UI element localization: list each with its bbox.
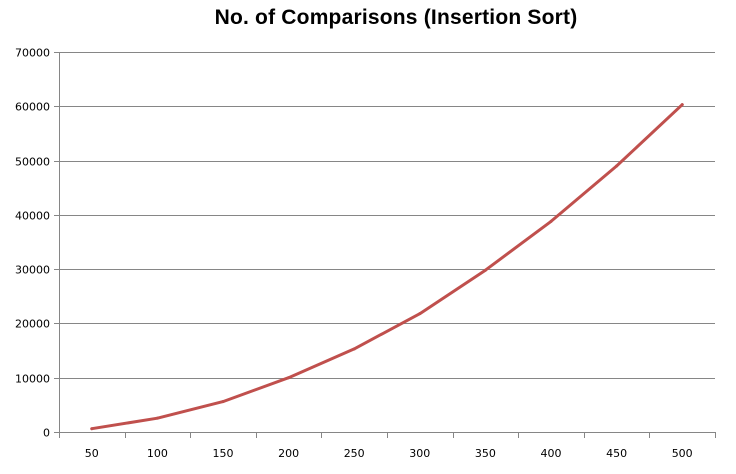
series-group [90,103,684,431]
x-tick-label: 400 [541,447,562,460]
y-tick-label: 70000 [15,47,50,60]
x-tick-label: 250 [344,447,365,460]
data-point [221,400,225,404]
data-point [418,312,422,316]
y-tick-label: 50000 [15,156,50,169]
x-tick-label: 50 [85,447,99,460]
data-point [680,103,684,107]
y-tick-label: 10000 [15,373,50,386]
y-tick-label: 40000 [15,210,50,223]
data-point [549,219,553,223]
series-line [90,103,684,431]
data-point [287,376,291,380]
x-tick-label: 150 [213,447,234,460]
y-tick-label: 60000 [15,101,50,114]
x-tick-label: 350 [475,447,496,460]
data-point [352,347,356,351]
data-point [90,427,94,431]
x-tick-label: 450 [606,447,627,460]
axes [54,52,716,438]
data-point [155,416,159,420]
x-axis-tick-labels: 50 100 150 200 250 300 350 400 450 500 [85,447,693,460]
chart-title: No. of Comparisons (Insertion Sort) [214,6,578,29]
y-axis-tick-labels: 0 10000 20000 30000 40000 50000 60000 70000 [15,47,50,440]
y-tick-label: 20000 [15,318,50,331]
x-tick-label: 300 [409,447,430,460]
y-tick-label: 0 [43,427,50,440]
y-tick-label: 30000 [15,264,50,277]
x-tick-label: 200 [278,447,299,460]
data-point [615,164,619,168]
data-point [483,268,487,272]
gridlines [59,52,715,379]
x-tick-label: 100 [147,447,168,460]
x-tick-label: 500 [672,447,693,460]
